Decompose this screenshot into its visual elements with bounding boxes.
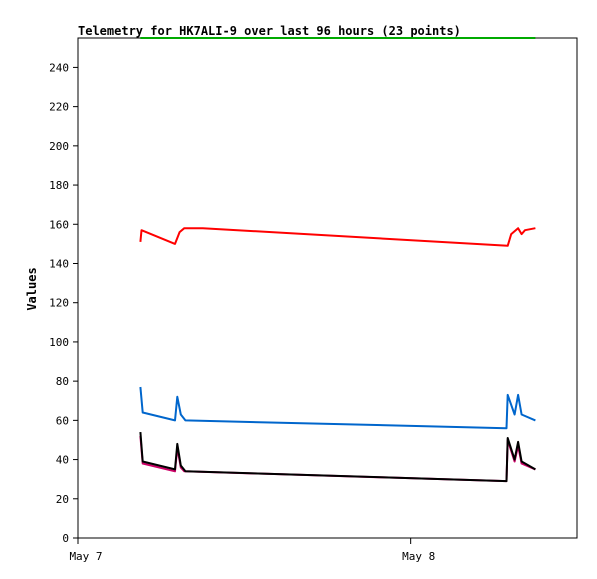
y-tick-label: 120: [49, 297, 69, 310]
x-tick-label: May 8: [402, 550, 435, 563]
y-tick-label: 100: [49, 336, 69, 349]
series-line-5: [139, 432, 536, 483]
x-axis: May 7 May 8: [69, 538, 435, 563]
series-line-3: [139, 386, 536, 430]
y-tick-label: 220: [49, 101, 69, 114]
y-tick-label: 160: [49, 218, 69, 231]
series-line-2: [139, 227, 536, 247]
series-line-4: [139, 435, 536, 483]
y-tick-label: 200: [49, 140, 69, 153]
y-axis-label: Values: [25, 267, 39, 310]
y-tick-label: 60: [56, 414, 69, 427]
y-axis: 0 20 40 60 80 100 120 140 160 180 200 220 240: [49, 61, 78, 545]
y-tick-label: 80: [56, 375, 69, 388]
y-tick-label: 0: [62, 532, 69, 545]
y-tick-label: 140: [49, 257, 69, 270]
y-tick-label: 240: [49, 61, 69, 74]
series-layer: [139, 37, 536, 483]
y-tick-label: 20: [56, 493, 69, 506]
chart-title: Telemetry for HK7ALI-9 over last 96 hour…: [78, 24, 461, 38]
x-tick-label: May 7: [69, 550, 102, 563]
y-tick-label: 180: [49, 179, 69, 192]
y-tick-label: 40: [56, 454, 69, 467]
